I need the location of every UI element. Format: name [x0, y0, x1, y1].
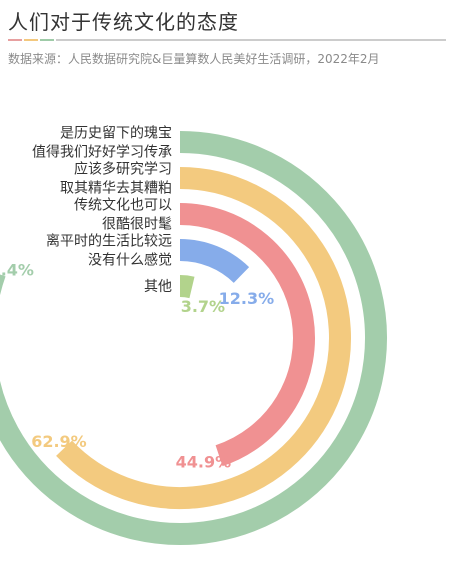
value-label: 80.4% — [0, 260, 34, 279]
category-label: 其他 — [144, 279, 172, 295]
value-label: 44.9% — [176, 453, 232, 472]
data-source-note: 数据来源：人民数据研究院&巨量算数人民美好生活调研，2022年2月 — [8, 52, 380, 66]
arc-bar — [179, 239, 250, 284]
title-underline-segment — [8, 39, 22, 41]
category-label: 值得我们好好学习传承 — [32, 144, 172, 161]
value-labels: 80.4% 62.9% 44.9% 12.3%3.7% — [0, 260, 274, 471]
category-labels: 是历史留下的瑰宝值得我们好好学习传承应该多研究学习取其精华去其糟粕传统文化也可以… — [32, 126, 172, 296]
value-label: 62.9% — [31, 432, 87, 451]
arc-bar — [179, 203, 315, 467]
page-title: 人们对于传统文化的态度 — [8, 10, 239, 34]
title-underline — [8, 39, 446, 41]
category-label: 传统文化也可以 — [74, 198, 172, 214]
chart-arcs — [0, 131, 387, 545]
category-label: 没有什么感觉 — [88, 252, 172, 269]
title-underline-segment — [24, 39, 38, 41]
category-label: 是历史留下的瑰宝 — [60, 126, 172, 142]
category-label: 离平时的生活比较远 — [46, 233, 172, 250]
title-underline-segment — [40, 39, 54, 41]
category-label: 取其精华去其糟粕 — [60, 181, 172, 197]
arc-bar — [0, 131, 387, 545]
category-label: 很酷很时髦 — [102, 217, 172, 233]
arc-bar — [56, 167, 351, 509]
title-underline-segment — [56, 39, 446, 41]
value-label: 3.7% — [181, 297, 225, 316]
value-label: 12.3% — [219, 289, 275, 308]
arc-bar — [179, 275, 195, 299]
category-label: 应该多研究学习 — [74, 161, 172, 178]
